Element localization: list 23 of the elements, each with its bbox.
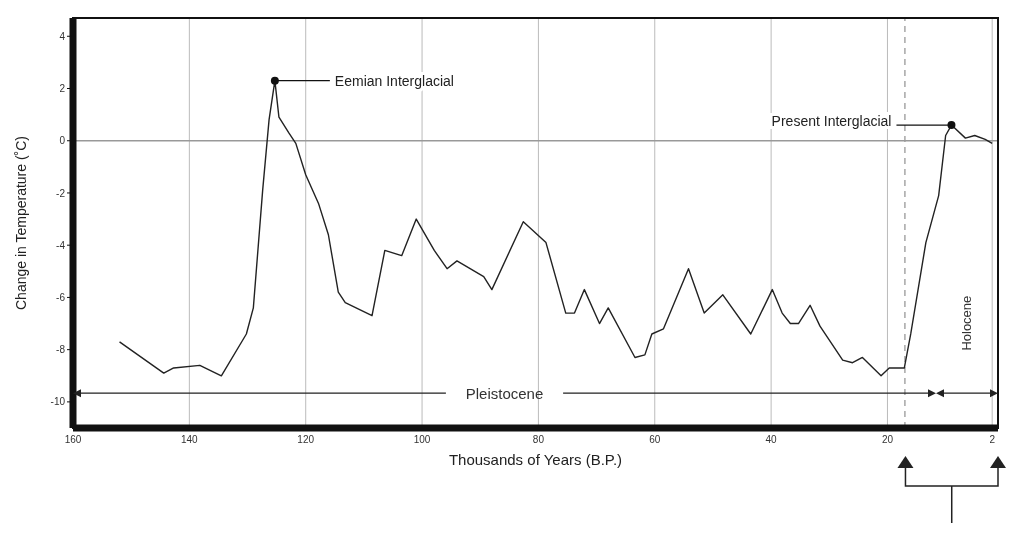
x-tick-label: 2 bbox=[989, 434, 996, 446]
x-tick-label: 40 bbox=[765, 434, 778, 446]
y-tick-label: -4 bbox=[56, 239, 66, 251]
y-tick-label: -8 bbox=[56, 344, 66, 356]
annotation: Holocene bbox=[959, 295, 975, 351]
x-tick-label: 140 bbox=[181, 434, 199, 446]
y-tick-label: 4 bbox=[59, 30, 66, 42]
x-tick-label: 60 bbox=[649, 434, 661, 446]
annotation: Pleistocene bbox=[465, 384, 544, 402]
y-tick-label: -2 bbox=[56, 187, 66, 199]
x-tick-label: 120 bbox=[297, 434, 315, 446]
y-tick-label: -10 bbox=[50, 396, 66, 408]
x-tick-label: 160 bbox=[64, 434, 82, 446]
annotation: Present Interglacial bbox=[771, 113, 892, 130]
x-axis-title: Thousands of Years (B.P.) bbox=[448, 450, 623, 468]
y-tick-label: 0 bbox=[59, 135, 66, 147]
y-axis-title: Change in Temperature (˚C) bbox=[12, 135, 29, 311]
y-tick-label: -6 bbox=[56, 291, 66, 303]
annotation: Eemian Interglacial bbox=[334, 72, 454, 89]
x-tick-label: 100 bbox=[413, 434, 431, 446]
x-tick-label: 80 bbox=[532, 434, 545, 446]
x-tick-label: 20 bbox=[881, 434, 894, 446]
y-tick-label: 2 bbox=[59, 83, 66, 95]
